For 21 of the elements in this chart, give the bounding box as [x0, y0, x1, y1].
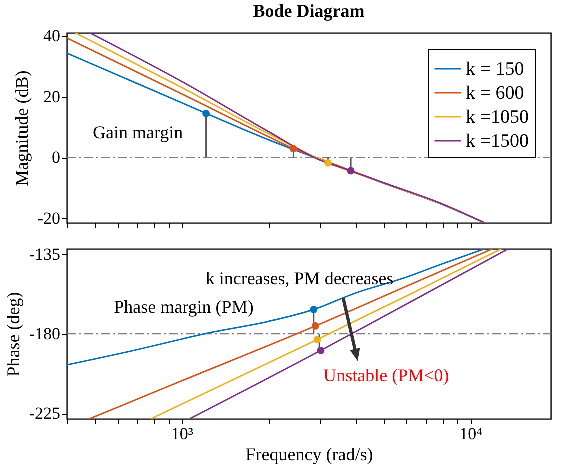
y-tick-label: -135 [29, 244, 60, 264]
y-tick-label: -225 [29, 404, 60, 424]
annotation: Unstable (PM<0) [324, 366, 450, 386]
legend-label: k = 600 [466, 83, 524, 104]
y-tick-label: -180 [29, 324, 60, 344]
legend-label: k = 150 [466, 59, 524, 80]
annotation: k increases, PM decreases [206, 268, 394, 288]
x-tick-label: 10³ [171, 424, 194, 444]
annotation: Phase margin (PM) [114, 296, 254, 317]
x-axis-title: Frequency (rad/s) [246, 444, 374, 464]
y-tick-label: 0 [52, 148, 60, 168]
y-axis-title: Magnitude (dB) [12, 70, 32, 186]
y-tick-label: 20 [44, 87, 60, 106]
chart-title: Bode Diagram [253, 1, 365, 22]
annotation: Gain margin [93, 122, 184, 143]
legend-label: k =1050 [466, 107, 529, 128]
y-axis-title: Phase (deg) [3, 292, 24, 377]
legend-label: k =1500 [466, 131, 529, 152]
y-tick-label: -20 [38, 208, 60, 228]
y-tick-label: 40 [44, 26, 60, 46]
x-tick-label: 10⁴ [460, 424, 483, 444]
